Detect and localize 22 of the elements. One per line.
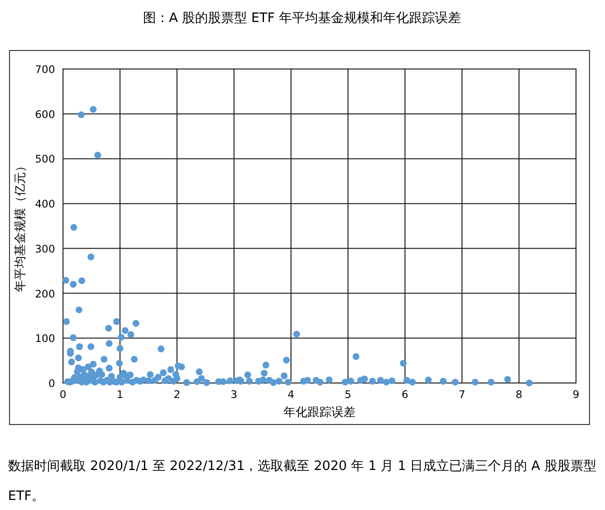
y-tick-label: 700	[34, 64, 55, 76]
x-tick-label: 6	[402, 389, 408, 401]
x-tick-label: 5	[344, 389, 352, 401]
y-tick-label: 100	[34, 333, 55, 346]
title: 图：A 股的股票型 ETF 年平均基金规模和年化跟踪误差	[143, 11, 461, 26]
y-tick-label: 0	[48, 378, 55, 390]
x-axis-title: 年化跟踪误差	[284, 405, 356, 419]
y-tick-label: 600	[34, 108, 55, 121]
x-tick-label: 4	[288, 389, 294, 401]
annotation: 数据时间截取 2020/1/1 至 2022/12/31，选取截至 2020 年 1 月 1 日成立已满三个月的 A 股股票型 ETF。	[8, 458, 598, 506]
y-tick-label: 500	[34, 154, 55, 166]
x-tick-label: 8	[516, 389, 522, 401]
x-tick-label: 7	[458, 389, 466, 401]
y-tick-label: 400	[34, 198, 55, 211]
y-tick-label: 300	[34, 243, 55, 256]
y-tick-label: 200	[34, 288, 55, 300]
x-tick-label: 0	[60, 389, 66, 401]
x-tick-label: 2	[174, 389, 180, 401]
x-tick-label: 3	[230, 389, 238, 401]
x-tick-label: 9	[572, 389, 580, 401]
y-axis-title: 年平均基金规模（亿元）	[13, 160, 27, 292]
x-tick-label: 1	[116, 389, 124, 401]
